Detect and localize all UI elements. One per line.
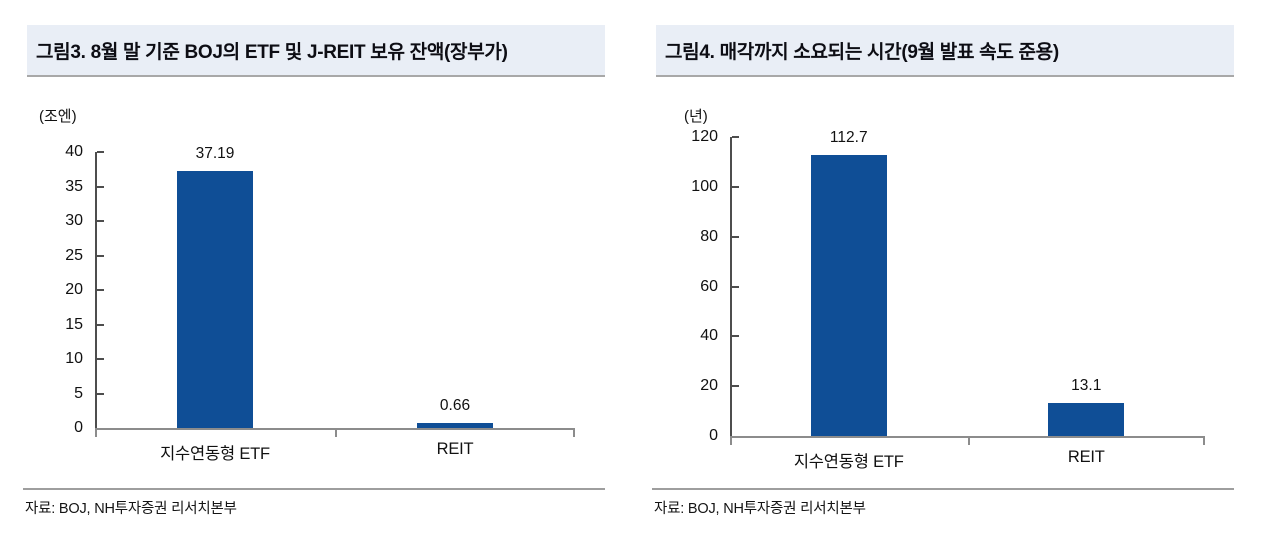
y-axis-tick: [97, 358, 104, 360]
bar-value-label: 112.7: [829, 129, 868, 146]
bar-chart: 0 20 40 60 80 100 120 112.7 지수연동형 ETF 13.1 REIT: [691, 128, 1205, 471]
bar-reit: [417, 423, 493, 428]
x-axis-line: [730, 436, 1205, 438]
figure4-title: 그림4. 매각까지 소요되는 시간(9월 발표 속도 준용): [656, 25, 1234, 77]
bar-chart: 0 5 10 15 20 25 30 35 40 37.19 지수연동형 ETF 0.66 REIT: [65, 143, 575, 463]
y-axis-tick: [732, 285, 739, 288]
category-label: REIT: [436, 440, 474, 458]
bar-etf: [810, 155, 887, 436]
source-divider: [23, 488, 605, 490]
y-axis-tick-label: 80: [700, 227, 718, 245]
y-axis-tick: [97, 220, 104, 222]
y-axis-tick-label: 20: [700, 377, 718, 395]
y-axis-tick: [732, 335, 739, 338]
y-axis-tick: [97, 151, 104, 153]
y-axis-unit-label: (조엔): [39, 108, 77, 125]
y-axis-line: [730, 137, 732, 436]
category-label: REIT: [1067, 448, 1105, 466]
x-axis-tick: [967, 438, 970, 445]
y-axis-tick-label: 100: [691, 177, 718, 195]
y-axis-unit-label: (년): [684, 108, 708, 125]
category-label: 지수연동형 ETF: [160, 445, 270, 463]
y-axis-tick-label: 35: [65, 177, 83, 195]
y-axis-tick: [732, 185, 739, 188]
source-text: 자료: BOJ, NH투자증권 리서치본부: [25, 501, 237, 517]
y-axis-tick: [732, 235, 739, 238]
y-axis-tick: [97, 185, 104, 188]
bar-etf: [177, 171, 253, 428]
y-axis-tick-label: 120: [691, 128, 718, 145]
y-axis-line: [95, 152, 97, 428]
figure3-title: 그림3. 8월 말 기준 BOJ의 ETF 및 J-REIT 보유 잔액(장부가…: [27, 25, 605, 77]
category-label: 지수연동형 ETF: [793, 453, 904, 471]
y-axis-tick-label: 40: [65, 143, 83, 160]
y-axis-tick: [97, 254, 104, 257]
bar-reit: [1048, 403, 1125, 436]
y-axis-tick-label: 15: [65, 315, 83, 333]
y-axis-tick-label: 60: [700, 277, 718, 295]
y-axis-tick: [97, 392, 104, 395]
y-axis-tick: [732, 385, 739, 388]
y-axis-tick-label: 40: [700, 327, 718, 345]
bar-value-label: 0.66: [439, 397, 471, 414]
y-axis-tick-label: 10: [65, 350, 83, 367]
y-axis-tick-label: 30: [65, 212, 83, 229]
x-axis-tick: [1203, 438, 1205, 445]
y-axis-tick-label: 0: [709, 427, 718, 444]
bar-value-label: 13.1: [1071, 377, 1102, 394]
y-axis-tick-label: 25: [65, 246, 83, 264]
y-axis-tick: [732, 136, 739, 138]
x-axis-tick: [730, 438, 732, 445]
y-axis-tick: [97, 289, 104, 291]
source-text: 자료: BOJ, NH투자증권 리서치본부: [654, 501, 866, 517]
x-axis-tick: [573, 430, 575, 437]
bar-value-label: 37.19: [195, 145, 235, 162]
y-axis-tick-label: 5: [74, 384, 83, 402]
y-axis-tick-label: 20: [65, 281, 83, 298]
x-axis-tick: [335, 430, 337, 437]
y-axis-tick: [97, 323, 104, 326]
y-axis-tick-label: 0: [74, 419, 83, 436]
figure3-panel: 그림3. 8월 말 기준 BOJ의 ETF 및 J-REIT 보유 잔액(장부가…: [23, 25, 605, 520]
figure4-panel: 그림4. 매각까지 소요되는 시간(9월 발표 속도 준용) (년) 0 20 40…: [652, 25, 1234, 520]
x-axis-line: [95, 428, 575, 430]
source-divider: [652, 488, 1234, 490]
x-axis-tick: [95, 430, 97, 437]
